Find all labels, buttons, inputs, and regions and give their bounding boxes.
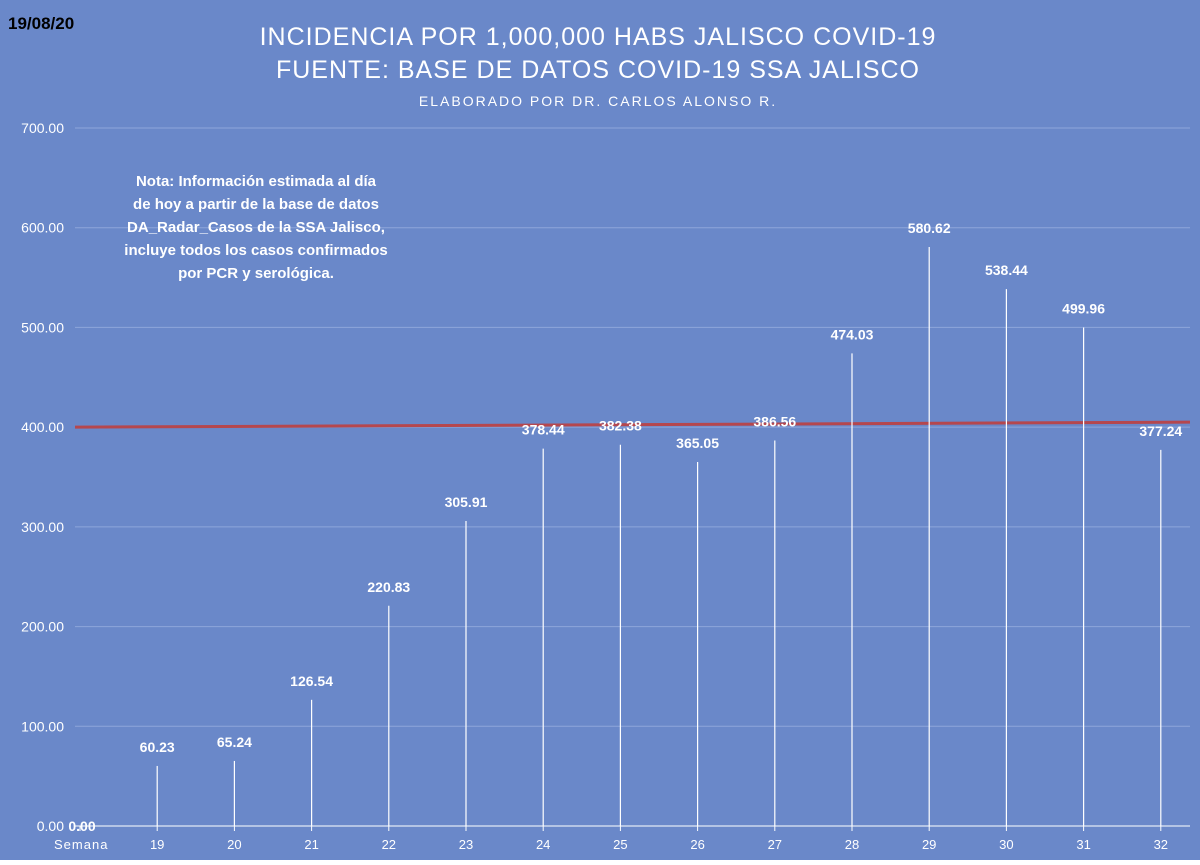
x-tick-label: 24: [536, 837, 550, 852]
y-axis-ticks: 0.00 100.00 200.00 300.00 400.00 500.00 600.00…: [21, 120, 64, 834]
stems: [156, 247, 1162, 826]
data-label: 126.54: [290, 673, 333, 689]
data-label: 220.83: [367, 579, 410, 595]
y-tick-label: 0.00: [37, 818, 64, 834]
note-line: incluye todos los casos confirmados: [124, 242, 387, 259]
x-tick-label: 26: [690, 837, 704, 852]
y-tick-label: 700.00: [21, 120, 64, 136]
data-label: 580.62: [908, 220, 951, 236]
x-tick-label: 29: [922, 837, 936, 852]
data-label: 474.03: [831, 326, 874, 342]
data-label: 538.44: [985, 262, 1028, 278]
y-tick-label: 500.00: [21, 319, 64, 335]
data-label: 365.05: [676, 435, 719, 451]
data-label: 499.96: [1062, 300, 1105, 316]
chart-credit: ELABORADO POR DR. CARLOS ALONSO R.: [419, 93, 777, 109]
x-tick-label: 31: [1076, 837, 1090, 852]
x-tick-label: 19: [150, 837, 164, 852]
y-tick-label: 600.00: [21, 220, 64, 236]
x-axis-ticks: 19 20 21 22 23 24 25 26 27 28 29 30 31 32: [79, 826, 1168, 852]
data-label: 378.44: [522, 422, 565, 438]
reference-line-layer: [74, 420, 1191, 429]
note-box: Nota: Información estimada al día de hoy…: [124, 173, 387, 282]
data-label: 0.00: [68, 818, 95, 834]
data-label: 65.24: [217, 734, 252, 750]
y-tick-label: 400.00: [21, 419, 64, 435]
note-line: DA_Radar_Casos de la SSA Jalisco,: [127, 219, 385, 236]
x-tick-label: 27: [768, 837, 782, 852]
chart-subtitle: FUENTE: BASE DE DATOS COVID-19 SSA JALIS…: [276, 56, 920, 84]
note-line: Nota: Información estimada al día: [136, 173, 377, 190]
x-tick-label: 23: [459, 837, 473, 852]
data-label: 377.24: [1139, 423, 1182, 439]
x-tick-label: 25: [613, 837, 627, 852]
data-label: 382.38: [599, 418, 642, 434]
data-label: 60.23: [140, 739, 175, 755]
date-stamp: 19/08/20: [8, 14, 74, 33]
note-line: de hoy a partir de la base de datos: [133, 196, 379, 213]
x-tick-label: 20: [227, 837, 241, 852]
x-tick-label: 28: [845, 837, 859, 852]
x-axis-label: Semana: [54, 837, 108, 852]
reference-line: [74, 420, 1191, 429]
x-tick-label: 21: [304, 837, 318, 852]
y-tick-label: 300.00: [21, 519, 64, 535]
y-tick-label: 200.00: [21, 619, 64, 635]
y-tick-label: 100.00: [21, 718, 64, 734]
x-tick-label: 32: [1154, 837, 1168, 852]
note-line: por PCR y serológica.: [178, 265, 334, 282]
chart-title: INCIDENCIA POR 1,000,000 HABS JALISCO CO…: [260, 23, 937, 51]
x-tick-label: 30: [999, 837, 1013, 852]
data-label: 386.56: [753, 414, 796, 430]
data-label: 305.91: [445, 494, 488, 510]
value-labels: 0.00 60.23 65.24 126.54 220.83 305.91 378.44 38…: [68, 220, 1182, 834]
x-tick-label: 22: [382, 837, 396, 852]
